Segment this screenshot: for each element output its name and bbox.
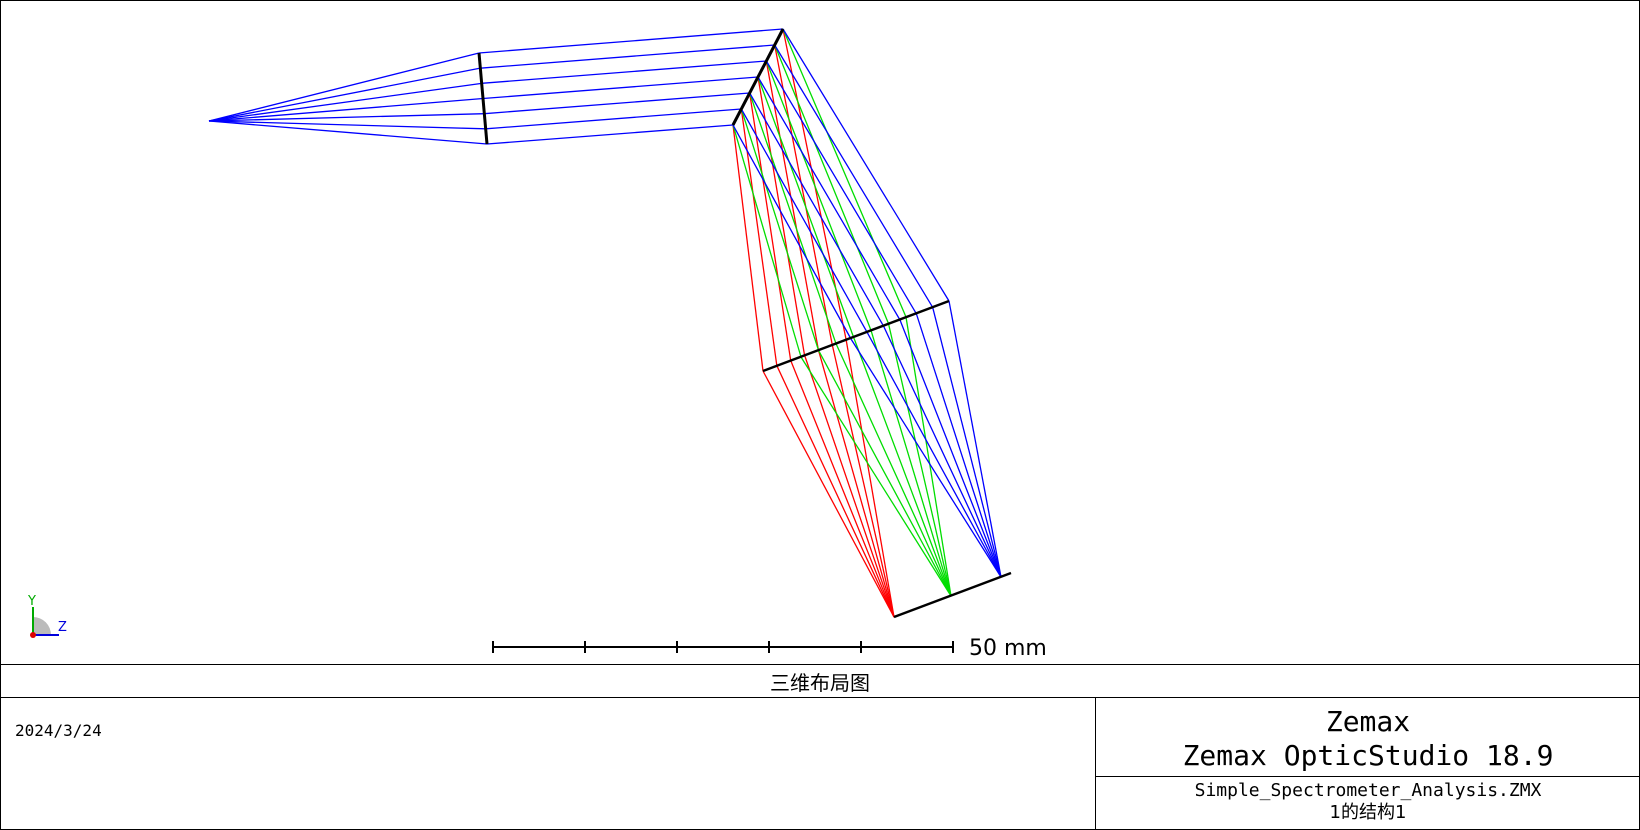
ray — [887, 323, 952, 597]
file-info: Simple_Spectrometer_Analysis.ZMX 1的结构1 — [1096, 777, 1640, 829]
ray — [208, 67, 481, 122]
ray — [208, 52, 480, 122]
ray — [845, 338, 895, 618]
ray — [762, 370, 895, 618]
ray — [749, 92, 885, 327]
ray — [803, 354, 895, 618]
ray — [831, 344, 895, 618]
ray — [850, 338, 1002, 578]
ray — [480, 44, 775, 69]
ray — [852, 336, 952, 597]
ray — [732, 124, 802, 358]
software-info: Zemax Zemax OpticStudio 18.9 — [1096, 697, 1640, 777]
ray — [782, 28, 907, 318]
ray — [486, 124, 734, 145]
scale-bar-label: 50 mm — [969, 636, 1047, 661]
ray — [790, 360, 895, 618]
ray — [749, 92, 792, 361]
ray — [757, 76, 855, 338]
ray — [757, 76, 901, 321]
file-name: Simple_Spectrometer_Analysis.ZMX — [1194, 780, 1542, 801]
ray — [776, 365, 895, 618]
layout-canvas: 50 mm Y Z — [27, 28, 1047, 661]
ray — [905, 316, 952, 597]
ray — [774, 44, 890, 324]
ray — [765, 60, 872, 331]
ray — [932, 307, 1002, 578]
ray — [485, 108, 742, 130]
dispersed-ray-bundles — [732, 28, 1002, 618]
analysis-date: 2024/3/24 — [15, 721, 102, 740]
ray — [208, 97, 484, 122]
ray — [749, 92, 837, 344]
grating-surface — [731, 28, 785, 126]
ray — [765, 60, 917, 314]
ray — [478, 28, 784, 54]
ray — [835, 343, 952, 597]
ray — [732, 124, 764, 372]
axis-triad-icon: Y Z — [27, 594, 67, 638]
ray — [482, 76, 759, 100]
ray — [208, 82, 482, 122]
ray — [481, 60, 767, 84]
focusing-lens-surface — [762, 299, 950, 373]
ray — [817, 349, 895, 618]
ray — [899, 319, 1002, 578]
ray — [817, 350, 952, 597]
ray — [484, 92, 750, 115]
optical-surfaces — [477, 28, 1012, 619]
ray — [740, 108, 868, 333]
ray — [774, 44, 934, 308]
plot-title: 三维布局图 — [1, 664, 1639, 698]
ray — [757, 76, 806, 356]
ray — [740, 108, 820, 351]
ray — [765, 60, 819, 350]
ray — [870, 330, 952, 597]
configuration-label: 1的结构1 — [1329, 802, 1407, 823]
collimator-lens-surface — [477, 52, 489, 145]
input-ray-bundle — [208, 28, 784, 145]
ray — [883, 326, 1002, 578]
scale-bar: 50 mm — [492, 636, 1047, 661]
ray — [948, 300, 1002, 578]
ray — [800, 356, 952, 597]
ray — [866, 332, 1002, 578]
ray — [208, 120, 488, 145]
product-name: Zemax OpticStudio 18.9 — [1182, 739, 1554, 772]
info-box: Zemax Zemax OpticStudio 18.9 Simple_Spec… — [1095, 697, 1640, 829]
company-name: Zemax — [1325, 705, 1411, 738]
y-axis-label: Y — [27, 594, 36, 609]
z-axis-label: Z — [58, 620, 67, 635]
ray — [774, 44, 833, 345]
ray — [208, 120, 486, 130]
detector-plane — [893, 571, 1012, 619]
ray — [782, 28, 950, 302]
ray — [915, 313, 1002, 578]
ray — [208, 113, 485, 122]
ray — [732, 124, 852, 340]
